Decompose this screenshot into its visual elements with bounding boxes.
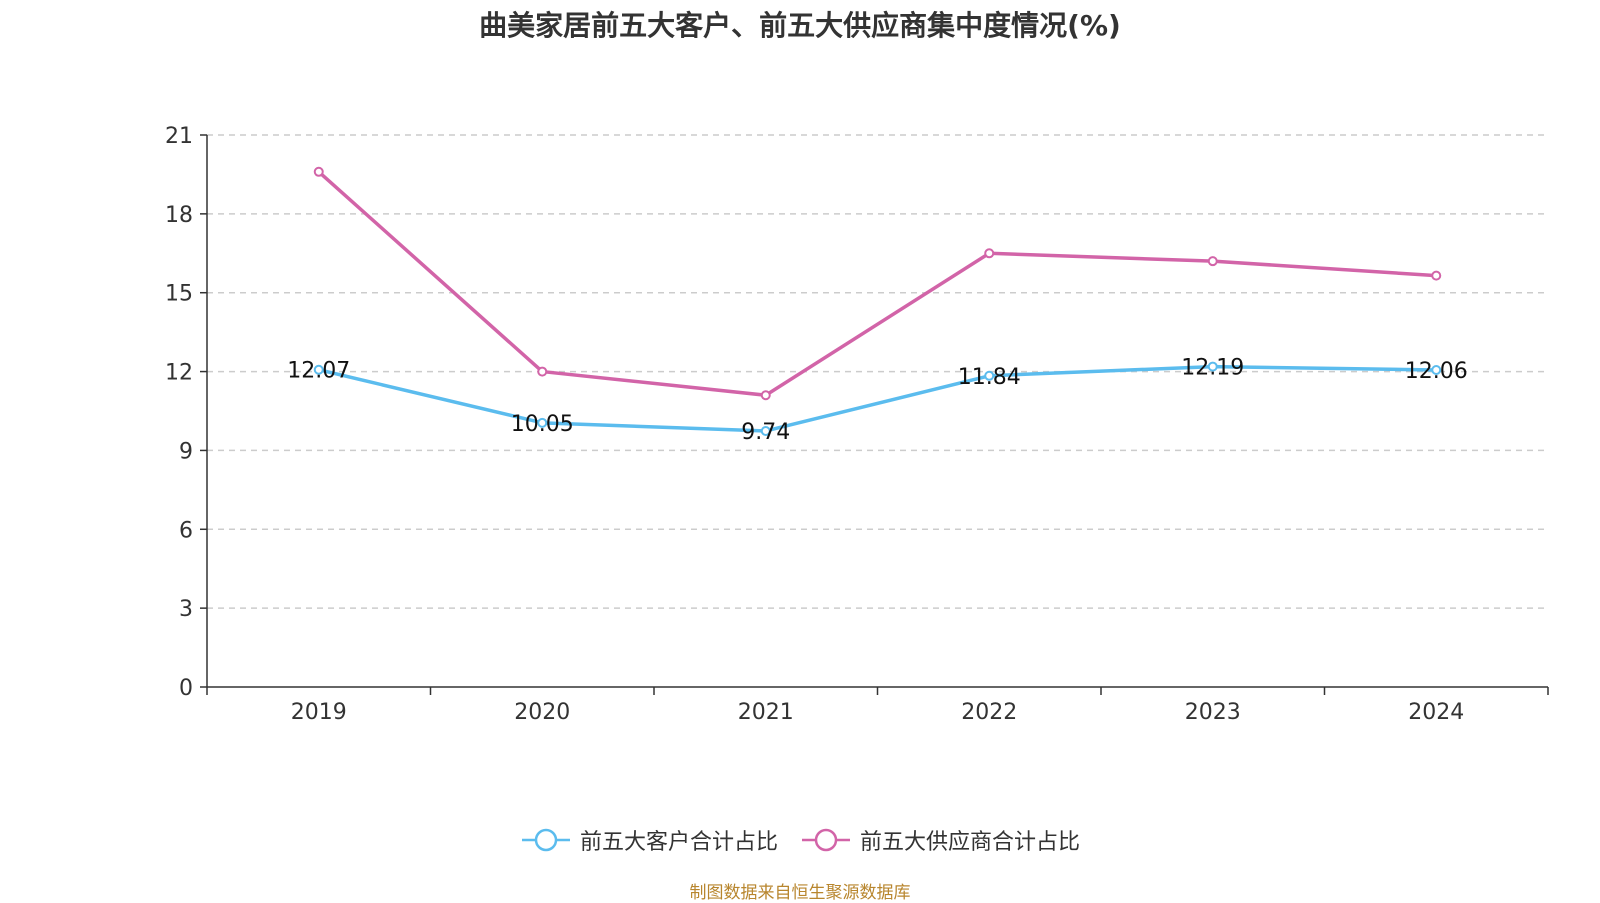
x-tick-label: 2024 (1408, 700, 1464, 725)
source-note: 制图数据来自恒生聚源数据库 (689, 883, 911, 903)
y-tick-label: 18 (165, 203, 193, 228)
data-point (313, 166, 324, 177)
y-tick-label: 12 (165, 361, 193, 386)
data-label: 12.07 (287, 359, 350, 384)
x-tick-label: 2021 (738, 700, 794, 725)
legend: 前五大客户合计占比 前五大供应商合计占比 (0, 822, 1600, 858)
data-point (537, 366, 548, 377)
data-labels: 12.07 10.05 9.74 11.84 12.19 12.06 (287, 356, 1467, 445)
data-point (1431, 270, 1442, 281)
y-tick-label: 6 (179, 518, 193, 543)
data-label: 12.19 (1181, 356, 1244, 381)
y-tick-label: 0 (179, 676, 193, 701)
y-tick-label: 21 (165, 124, 193, 149)
data-point (760, 390, 771, 401)
data-point (313, 364, 324, 375)
y-tick-label: 9 (179, 439, 193, 464)
data-point (1431, 364, 1442, 375)
data-point (1207, 256, 1218, 267)
x-tick-label: 2022 (961, 700, 1017, 725)
series-lines (313, 166, 1442, 436)
series-line-1 (317, 170, 1437, 397)
series-line-0 (318, 364, 1437, 433)
data-point (537, 417, 548, 428)
axes: 0 3 6 9 12 15 18 21 2019 2020 2021 2022 2023 2024 (165, 124, 1549, 725)
chart-title: 曲美家居前五大客户、前五大供应商集中度情况(%) (479, 9, 1121, 42)
data-point (1207, 361, 1218, 372)
data-point (984, 370, 995, 381)
data-point (984, 248, 995, 259)
legend-label: 前五大客户合计占比 (579, 830, 778, 855)
y-tick-label: 3 (179, 597, 193, 622)
legend-label: 前五大供应商合计占比 (860, 830, 1081, 855)
x-tick-label: 2020 (514, 700, 570, 725)
x-tick-label: 2019 (291, 700, 347, 725)
legend-item[interactable]: 前五大客户合计占比 (520, 824, 778, 856)
y-tick-label: 15 (165, 282, 193, 307)
data-label: 11.84 (958, 365, 1021, 390)
grid-lines (207, 134, 1548, 609)
data-label: 12.06 (1405, 359, 1468, 384)
legend-swatch-icon (802, 828, 850, 852)
legend-item[interactable]: 前五大供应商合计占比 (800, 824, 1080, 856)
data-point (760, 425, 771, 436)
x-tick-label: 2023 (1185, 700, 1241, 725)
data-label: 10.05 (511, 412, 574, 437)
legend-swatch-icon (521, 828, 570, 852)
data-label: 9.74 (741, 420, 790, 445)
